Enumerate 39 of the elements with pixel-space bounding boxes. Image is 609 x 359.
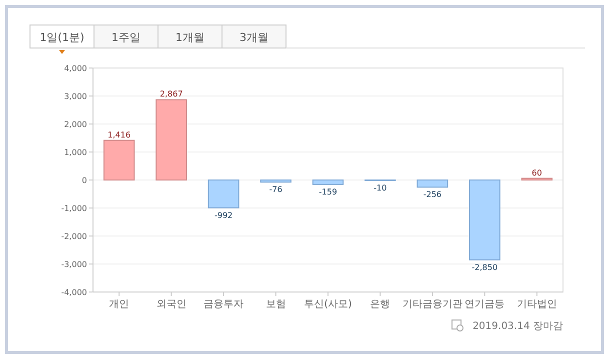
data-label: -992 <box>214 210 233 220</box>
data-label: 1,416 <box>108 130 131 140</box>
data-label: -10 <box>374 183 387 192</box>
bar <box>208 180 240 208</box>
data-label: -76 <box>269 185 282 194</box>
text: 3개월 <box>240 31 268 44</box>
x-tick-label: 개인 <box>109 299 130 310</box>
data-label: -256 <box>423 190 442 200</box>
x-tick-label: 기타금융기관 <box>402 299 462 310</box>
x-tick-label: 금융투자 <box>204 299 244 310</box>
bar <box>312 180 344 185</box>
x-tick-label: 보험 <box>266 299 286 310</box>
x-tick-label: 기타법인 <box>516 299 557 310</box>
text: 1일(1분) <box>40 31 84 44</box>
text: 2019.03.14 장마감 <box>472 321 563 332</box>
y-tick-label: 2,000 <box>64 120 87 129</box>
text: 1주일 <box>112 31 140 44</box>
y-tick-label: -1,000 <box>61 204 87 213</box>
x-tick-label: 투신(사모) <box>304 299 352 310</box>
y-tick-label: -2,000 <box>61 232 87 241</box>
bar <box>156 99 187 180</box>
bar <box>416 180 448 188</box>
y-tick-label: 4,000 <box>64 64 87 73</box>
x-tick-label: 은행 <box>370 299 390 310</box>
data-label: -159 <box>318 187 338 196</box>
y-tick-label: 3,000 <box>64 92 87 101</box>
y-tick-label: 1,000 <box>64 148 87 157</box>
bar <box>469 180 500 260</box>
text: 1개월 <box>176 31 204 44</box>
y-tick-label: 0 <box>82 176 87 185</box>
bar <box>103 140 135 180</box>
data-label: 2,867 <box>160 90 183 99</box>
y-tick-label: -4,000 <box>61 288 87 297</box>
data-label: -2,850 <box>472 262 498 272</box>
y-tick-label: -3,000 <box>61 260 87 269</box>
bar <box>260 180 292 183</box>
data-label: 60 <box>532 168 542 178</box>
x-tick-label: 연기금등 <box>464 299 505 310</box>
x-tick-label: 외국인 <box>156 299 186 310</box>
